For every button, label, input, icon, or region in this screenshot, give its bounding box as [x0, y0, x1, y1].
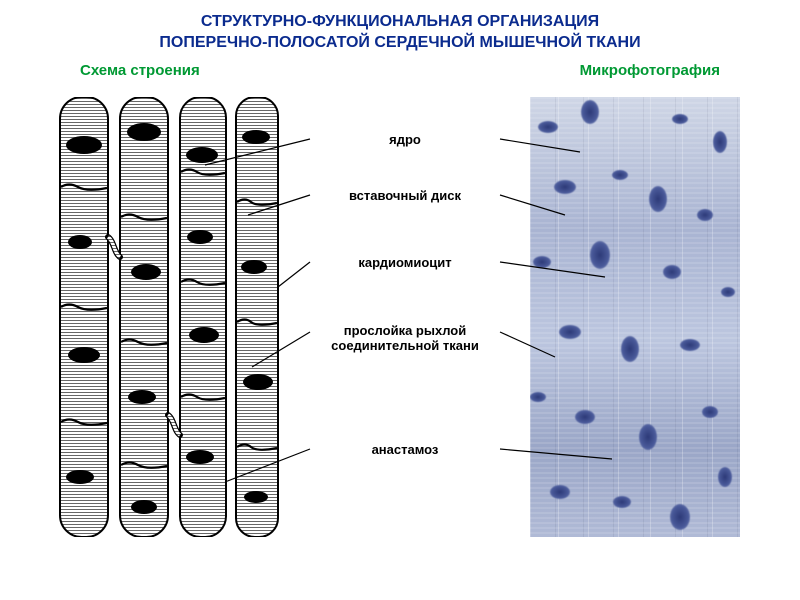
label-nucleus: ядро	[280, 131, 530, 149]
subtitle-left: Схема строения	[80, 62, 200, 79]
page-title: СТРУКТУРНО-ФУНКЦИОНАЛЬНАЯ ОРГАНИЗАЦИЯ ПО…	[0, 0, 800, 58]
micrograph-panel	[530, 97, 740, 537]
label-text-anastomosis: анастамоз	[372, 443, 439, 458]
label-intercalated_disc: вставочный диск	[280, 187, 530, 205]
label-text-connective_tissue: прослойка рыхлой соединительной ткани	[315, 324, 495, 354]
subtitles-row: Схема строения Микрофотография	[0, 58, 800, 87]
label-text-cardiomyocyte: кардиомиоцит	[358, 256, 451, 271]
title-line-1: СТРУКТУРНО-ФУНКЦИОНАЛЬНАЯ ОРГАНИЗАЦИЯ	[201, 13, 599, 30]
figure-area: ядро вставочный диск кардиомиоцит прослойка…	[0, 87, 800, 567]
label-column: ядро вставочный диск кардиомиоцит прослойка…	[280, 97, 530, 537]
label-cardiomyocyte: кардиомиоцит	[280, 254, 530, 272]
title-line-2: ПОПЕРЕЧНО-ПОЛОСАТОЙ СЕРДЕЧНОЙ МЫШЕЧНОЙ Т…	[159, 34, 640, 51]
label-anastomosis: анастамоз	[280, 441, 530, 459]
subtitle-right: Микрофотография	[580, 62, 720, 79]
label-text-nucleus: ядро	[389, 133, 421, 148]
label-text-intercalated_disc: вставочный диск	[349, 189, 461, 204]
schematic-diagram	[50, 97, 280, 537]
label-connective_tissue: прослойка рыхлой соединительной ткани	[280, 324, 530, 355]
